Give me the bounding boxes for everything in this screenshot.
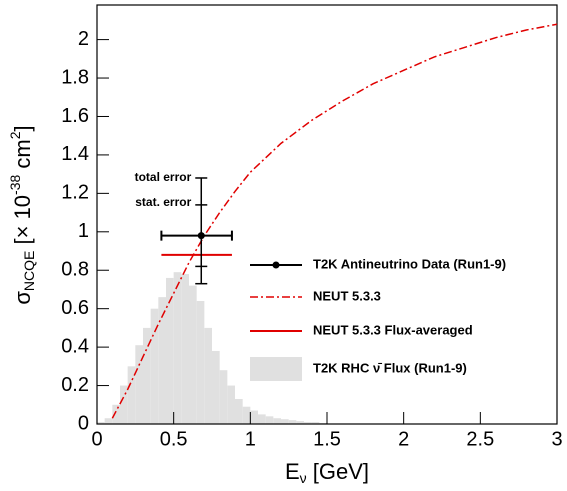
flux-bar xyxy=(104,418,113,424)
y-tick-label: 0.6 xyxy=(61,297,89,319)
flux-bar xyxy=(127,366,136,424)
flux-bar xyxy=(219,370,228,424)
legend-label: NEUT 5.3.3 xyxy=(313,288,381,303)
y-tick-label: 2 xyxy=(78,28,89,50)
flux-bar xyxy=(281,419,289,424)
flux-bar xyxy=(97,422,105,424)
y-tick-label: 0.4 xyxy=(61,335,89,357)
x-tick-label: 3 xyxy=(551,428,562,450)
y-tick-label: 1.6 xyxy=(61,105,89,127)
flux-bar xyxy=(189,285,197,424)
x-tick-label: 2 xyxy=(398,428,409,450)
x-tick-label: 2.5 xyxy=(466,428,494,450)
legend-label: NEUT 5.3.3 Flux-averaged xyxy=(313,322,473,337)
flux-bar xyxy=(304,422,312,424)
y-tick-label: 0.2 xyxy=(61,374,89,396)
legend-label: T2K Antineutrino Data (Run1-9) xyxy=(313,256,506,271)
flux-bar xyxy=(173,272,182,424)
y-tick-label: 0.8 xyxy=(61,259,89,281)
x-label-main: E xyxy=(285,459,300,484)
model-curve xyxy=(111,23,558,419)
y-tick-label: 0 xyxy=(78,412,89,434)
stat-error-label: stat. error xyxy=(135,195,191,209)
y-label-unit: cm xyxy=(10,139,35,174)
y-tick-label: 1.8 xyxy=(61,66,89,88)
y-tick-label: 1 xyxy=(78,220,89,242)
total-error-label: total error xyxy=(135,170,192,184)
flux-bar xyxy=(166,277,174,424)
flux-bar xyxy=(265,416,274,424)
legend-marker xyxy=(272,261,280,269)
x-axis-label: Eν [GeV] xyxy=(285,459,369,486)
flux-bar xyxy=(135,345,143,424)
y-axis-label: σNCQE [× 10-38 cm2] xyxy=(7,125,37,304)
y-label-exp: -38 xyxy=(7,175,23,195)
flux-bar xyxy=(112,404,120,424)
flux-bar xyxy=(296,421,304,424)
y-label-unit-exp: 2 xyxy=(7,131,23,139)
flux-bar xyxy=(311,422,320,424)
y-tick-label: 1.4 xyxy=(61,143,89,165)
flux-bar xyxy=(196,300,205,424)
y-tick-label: 1.2 xyxy=(61,182,89,204)
data-point xyxy=(197,232,205,240)
flux-bar xyxy=(120,385,128,424)
flux-bar xyxy=(242,406,251,424)
x-tick-label: 1 xyxy=(245,428,256,450)
legend-label: T2K RHC ν̄ Flux (Run1-9) xyxy=(313,360,467,375)
y-label-main: σ xyxy=(10,291,35,305)
flux-bar xyxy=(250,410,258,424)
y-label-sub: NCQE xyxy=(21,251,37,291)
y-label-pre: [× 10 xyxy=(10,195,35,251)
x-label-sub: ν xyxy=(300,470,307,486)
flux-bar xyxy=(204,327,212,424)
legend-marker xyxy=(250,357,302,381)
x-label-rest: [GeV] xyxy=(307,459,369,484)
x-tick-label: 0.5 xyxy=(160,428,188,450)
x-tick-label: 1.5 xyxy=(313,428,341,450)
flux-bar xyxy=(143,327,151,424)
flux-bar xyxy=(288,420,297,424)
flux-bar xyxy=(273,418,281,424)
flux-bar xyxy=(258,414,266,424)
flux-bar xyxy=(158,297,166,424)
flux-bar xyxy=(150,308,159,424)
y-label-close: ] xyxy=(10,125,35,131)
x-tick-label: 0 xyxy=(91,428,102,450)
flux-bar xyxy=(181,274,189,424)
flux-bar xyxy=(227,385,235,424)
flux-bar xyxy=(235,399,243,424)
flux-bar xyxy=(212,350,220,424)
